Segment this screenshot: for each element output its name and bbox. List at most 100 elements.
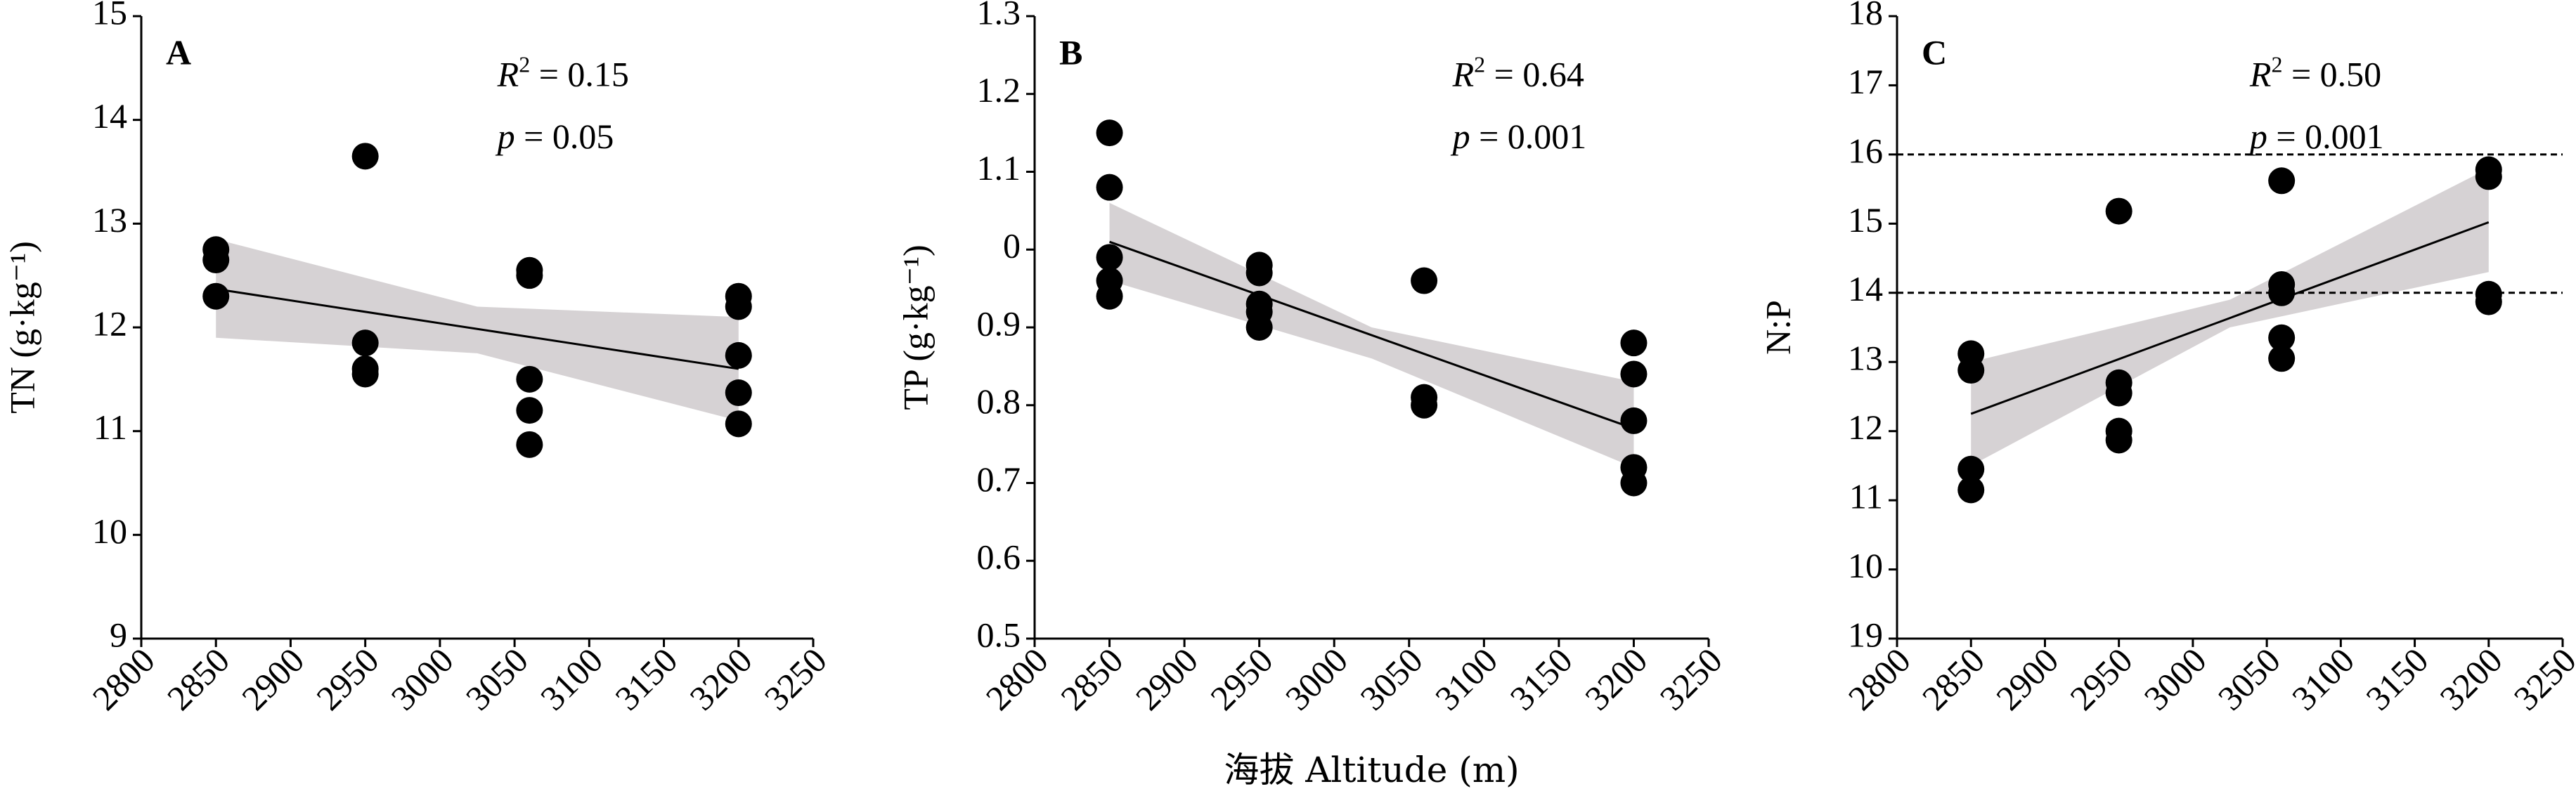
stat-sup: 2: [519, 52, 530, 77]
y-tick-label: 16: [1848, 131, 1883, 170]
y-tick-label: 0.8: [977, 381, 1021, 421]
y-tick-label: 0.7: [977, 459, 1021, 499]
stat-annotation: p = 0.001: [1451, 117, 1587, 157]
point: [1096, 282, 1123, 310]
point: [1957, 455, 1985, 483]
y-tick-label: 12: [92, 303, 127, 343]
point: [1411, 391, 1438, 419]
stat-text: = 0.50: [2282, 55, 2381, 94]
point: [1620, 329, 1648, 357]
y-tick-label: 19: [1848, 615, 1883, 654]
x-tick-label: 3200: [1577, 640, 1655, 717]
point: [1411, 267, 1438, 294]
stat-text: = 0.001: [1470, 117, 1587, 157]
y-tick-label: 0.6: [977, 537, 1021, 577]
point: [202, 282, 230, 310]
y-tick-label: 17: [1848, 62, 1883, 101]
panel-label: C: [1922, 32, 1947, 72]
x-tick-label: 3250: [1652, 640, 1730, 717]
y-tick-label: 0.5: [977, 615, 1021, 654]
y-tick-label: 14: [92, 96, 127, 136]
panel-label: B: [1059, 32, 1082, 72]
y-tick-label: 13: [92, 200, 127, 240]
point: [1096, 119, 1123, 147]
fit-line: [1970, 221, 2490, 415]
x-tick-label: 3100: [2284, 640, 2362, 717]
point: [725, 293, 752, 320]
y-tick-label: 1.3: [977, 0, 1021, 32]
x-tick-label: 3200: [2432, 640, 2509, 717]
x-tick-label: 3050: [2211, 640, 2288, 717]
x-tick-label: 2900: [1128, 640, 1205, 717]
y-tick-label: 10: [1848, 546, 1883, 585]
point: [2475, 288, 2502, 315]
y-tick-label: 11: [93, 407, 127, 447]
y-tick-label: 15: [92, 0, 127, 32]
point: [1957, 476, 1985, 504]
point: [2105, 197, 2132, 225]
point: [202, 247, 230, 274]
y-tick-label: 0.9: [977, 303, 1021, 343]
x-tick-label: 2850: [160, 640, 237, 717]
point: [1245, 259, 1273, 287]
x-tick-label: 3000: [1278, 640, 1355, 717]
y-tick-label: 1.2: [977, 70, 1021, 110]
x-tick-label: 3050: [1352, 640, 1430, 717]
point: [725, 410, 752, 438]
point: [516, 262, 543, 289]
y-tick-label: 18: [1848, 0, 1883, 32]
stat-symbol: R: [1452, 55, 1475, 94]
point: [2268, 324, 2296, 351]
y-axis-label: N:P: [1758, 300, 1797, 355]
point: [1245, 314, 1273, 341]
stat-sup: 2: [2271, 52, 2282, 77]
stat-annotation: R2 = 0.50: [2249, 52, 2381, 94]
y-tick-label: 14: [1848, 269, 1883, 308]
x-tick-label: 3050: [458, 640, 536, 717]
x-tick-label: 2800: [85, 640, 162, 717]
x-tick-label: 3000: [2136, 640, 2213, 717]
point: [2268, 345, 2296, 372]
stat-symbol: p: [496, 117, 515, 157]
stat-annotation: p = 0.001: [2248, 117, 2384, 157]
fit-line: [1109, 240, 1634, 430]
y-tick-label: 10: [92, 511, 127, 551]
x-tick-label: 2900: [234, 640, 311, 717]
point: [2105, 379, 2132, 407]
x-tick-label: 3150: [1502, 640, 1579, 717]
stat-symbol: p: [1451, 117, 1470, 157]
point: [516, 431, 543, 458]
point: [2475, 163, 2502, 190]
stat-sup: 2: [1474, 52, 1485, 77]
point: [351, 143, 379, 170]
point: [1096, 174, 1123, 201]
y-tick-label: 13: [1848, 339, 1883, 378]
point: [725, 341, 752, 369]
x-tick-label: 3250: [757, 640, 834, 717]
point: [516, 397, 543, 424]
x-tick-label: 2950: [2062, 640, 2140, 717]
x-tick-label: 2850: [1053, 640, 1130, 717]
y-tick-label: 15: [1848, 200, 1883, 240]
x-tick-label: 3250: [2506, 640, 2576, 717]
point: [1620, 360, 1648, 388]
x-tick-label: 3000: [383, 640, 460, 717]
x-tick-label: 3200: [682, 640, 759, 717]
point: [2268, 167, 2296, 195]
x-tick-label: 3150: [607, 640, 685, 717]
point: [1096, 244, 1123, 271]
stat-text: = 0.64: [1485, 55, 1584, 94]
stat-annotation: p = 0.05: [496, 117, 614, 157]
y-tick-label: 9: [110, 615, 127, 654]
x-tick-label: 2950: [1203, 640, 1280, 717]
x-tick-label: 2850: [1915, 640, 1992, 717]
point: [2105, 426, 2132, 454]
stat-text: = 0.001: [2267, 117, 2384, 157]
point: [1957, 357, 1985, 384]
y-tick-label: 11: [1849, 477, 1883, 516]
point: [1620, 407, 1648, 434]
stat-symbol: R: [497, 55, 519, 94]
fit-line: [215, 287, 739, 370]
x-tick-label: 3100: [533, 640, 610, 717]
point: [1620, 469, 1648, 497]
